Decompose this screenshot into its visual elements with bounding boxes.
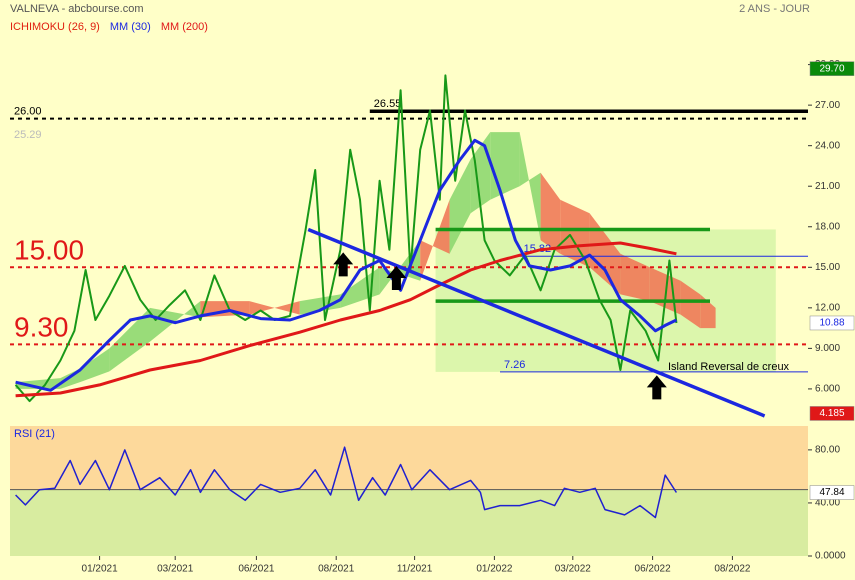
y-tick-label: 80.00 [815,445,840,456]
level-label: 26.00 [14,106,42,118]
cloud-segment [470,132,491,214]
x-tick-label: 06/2021 [238,564,275,575]
value-box-label: 29.70 [819,63,844,74]
series-line [15,241,677,398]
cloud-segment [420,199,450,281]
value-box [809,315,855,331]
legend-entry: MM (200) [161,21,208,33]
y-tick-label: 21.00 [815,181,840,192]
y-tick-label: 12.00 [815,302,840,313]
series-line [15,446,678,519]
cloud-segment [620,253,650,302]
cloud-segment [680,280,701,329]
rsi-lower-zone [10,489,808,556]
level-label: 7.26 [504,359,525,371]
chart-subtitle: 2 ANS - JOUR [739,3,810,15]
y-tick-label: 0.0000 [815,551,846,562]
x-tick-label: 06/2022 [635,564,672,575]
arrow [386,265,407,290]
value-box [809,61,855,76]
trend-line [307,227,766,418]
x-tick-label: 08/2021 [318,564,355,575]
cloud-segment [540,172,561,254]
rsi-title: RSI (21) [14,428,55,440]
annotation: Island Reversal de creux [668,361,790,373]
chart-title: VALNEVA - abcbourse.com [10,3,144,15]
cloud-segment [519,132,541,241]
value-box [809,406,855,421]
rsi-upper-zone [10,426,808,490]
y-tick-label: 6.000 [815,384,840,395]
cloud-segment [80,348,110,383]
y-tick-label: 24.00 [815,140,840,151]
y-tick-label: 27.00 [815,100,840,111]
y-tick-label: 18.00 [815,221,840,232]
x-tick-label: 11/2021 [397,564,433,575]
arrow [646,375,667,400]
value-box-label: 47.84 [819,487,844,498]
legend-entry: MM (30) [110,21,151,33]
x-tick-label: 03/2021 [157,564,194,575]
x-tick-label: 01/2021 [82,564,119,575]
value-box-label: 10.88 [819,318,844,329]
x-tick-label: 08/2022 [714,564,751,575]
x-tick-label: 01/2022 [476,564,513,575]
y-tick-label: 15.00 [815,262,840,273]
y-tick-label: 40.00 [815,498,840,509]
legend-entry: ICHIMOKU (26, 9) [10,21,100,33]
cloud-segment [109,307,150,372]
y-tick-label: 9.000 [815,343,840,354]
level-label: 15.00 [14,235,84,266]
series-line [14,74,678,403]
cloud-segment [560,199,590,268]
cloud-segment [340,267,380,308]
value-box [809,485,855,500]
level-label: 25.29 [14,129,42,141]
value-box-label: 4.185 [819,408,844,419]
series-line [15,138,678,392]
level-label: 26.55 [374,98,402,110]
cloud-segment [589,213,621,295]
arrow [333,252,354,277]
level-label: 9.30 [14,312,69,343]
x-tick-label: 03/2022 [555,564,592,575]
